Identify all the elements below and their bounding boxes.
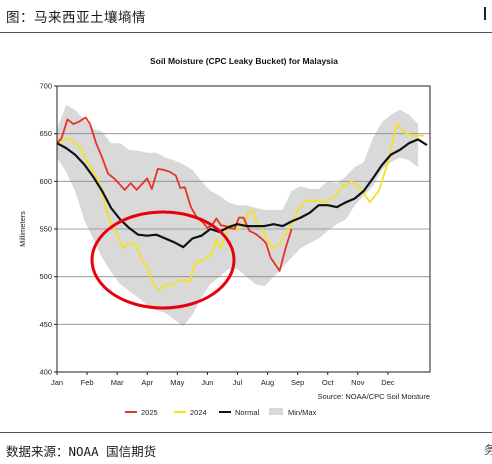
legend-label-2024: 2024 [190, 408, 207, 417]
corner-bracket [484, 7, 492, 20]
y-tick-label-400: 400 [39, 368, 52, 377]
source-note: Source: NOAA/CPC Soil Moisture [317, 392, 430, 401]
legend-label-normal: Normal [235, 408, 260, 417]
legend-label-2025: 2025 [141, 408, 158, 417]
x-tick-label-dec: Dec [381, 378, 395, 387]
x-tick-label-mar: Mar [111, 378, 124, 387]
series-line-normal [56, 138, 428, 249]
legend-swatch-minmax [269, 408, 283, 415]
axis-layer: 400 450 500 550 600 650 700 Jan Feb Mar Apr May Jun J… [39, 82, 431, 387]
y-tick-label-450: 450 [39, 320, 52, 329]
y-axis-label: Millimeters [18, 211, 27, 247]
bottom-rule [0, 432, 492, 433]
x-tick-label-jul: Jul [233, 378, 243, 387]
legend-label-min-max: Min/Max [288, 408, 317, 417]
minmax-band [57, 105, 418, 327]
y-tick-label-700: 700 [39, 82, 52, 91]
figure-title: 图：马来西亚土壤墒情 [6, 10, 146, 26]
x-tick-label-jan: Jan [51, 378, 63, 387]
minmax-band-layer [57, 105, 418, 327]
annotation-layer [90, 210, 236, 310]
x-tick-label-sep: Sep [291, 378, 304, 387]
y-tick-label-650: 650 [39, 129, 52, 138]
y-tick-label-550: 550 [39, 225, 52, 234]
x-tick-label-aug: Aug [261, 378, 274, 387]
x-tick-label-apr: Apr [141, 378, 153, 387]
soil-moisture-chart: Soil Moisture (CPC Leaky Bucket) for Mal… [18, 56, 431, 417]
y-tick-label-600: 600 [39, 177, 52, 186]
x-tick-label-feb: Feb [81, 378, 94, 387]
top-rule [0, 32, 492, 33]
legend: 2025 2024 Normal Min/Max [125, 408, 317, 417]
y-tick-label-500: 500 [39, 272, 52, 281]
x-tick-label-may: May [170, 378, 184, 387]
x-tick-label-oct: Oct [322, 378, 335, 387]
x-tick-label-nov: Nov [351, 378, 365, 387]
data-source: 数据来源：NOAA 国信期货 [6, 444, 157, 459]
series-line-2025 [56, 116, 293, 272]
x-tick-label-jun: Jun [201, 378, 213, 387]
highlight-circle [90, 210, 236, 310]
page-corner-text: 务 [484, 443, 492, 457]
chart-title: Soil Moisture (CPC Leaky Bucket) for Mal… [150, 56, 338, 66]
